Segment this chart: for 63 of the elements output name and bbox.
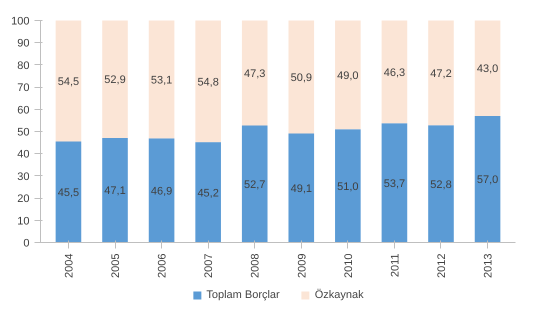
bar bbox=[474, 116, 500, 242]
data-label: 51,0 bbox=[337, 180, 359, 193]
bar bbox=[288, 20, 314, 134]
y-tick-label: 100 bbox=[11, 16, 30, 28]
data-label: 50,9 bbox=[290, 72, 312, 84]
data-label: 49,0 bbox=[337, 70, 359, 82]
y-tick-label: 10 bbox=[17, 215, 30, 228]
bar bbox=[428, 20, 454, 126]
data-label: 47,1 bbox=[104, 185, 126, 198]
data-label: 46,9 bbox=[150, 185, 172, 198]
bar bbox=[56, 20, 82, 142]
bar bbox=[102, 138, 128, 242]
x-tick-label: 2006 bbox=[156, 253, 169, 278]
x-tick-label: 2013 bbox=[482, 253, 495, 278]
x-tick-label: 2011 bbox=[389, 254, 402, 278]
bar bbox=[195, 142, 221, 242]
y-tick-label: 90 bbox=[17, 38, 30, 50]
data-label: 54,8 bbox=[197, 76, 219, 88]
bar bbox=[288, 134, 314, 242]
data-label: 53,7 bbox=[384, 178, 406, 190]
data-label: 47,2 bbox=[430, 68, 452, 80]
bar bbox=[195, 20, 221, 142]
data-label: 47,3 bbox=[244, 68, 266, 80]
x-tick-label: 2012 bbox=[436, 253, 448, 278]
y-tick-label: 70 bbox=[17, 82, 30, 94]
x-tick-label: 2004 bbox=[63, 253, 76, 278]
bar bbox=[335, 20, 361, 130]
data-label: 46,3 bbox=[384, 66, 406, 79]
data-label: 52,9 bbox=[104, 74, 126, 86]
data-label: 57,0 bbox=[476, 174, 498, 186]
x-tick-label: 2009 bbox=[296, 253, 308, 278]
x-tick-label: 2010 bbox=[342, 253, 355, 278]
data-label: 52,8 bbox=[430, 178, 452, 191]
legend-label: Toplam Borçlar bbox=[206, 289, 280, 301]
y-tick-label: 0 bbox=[23, 238, 30, 250]
data-label: 54,5 bbox=[58, 76, 80, 88]
data-label: 53,1 bbox=[150, 74, 172, 86]
x-tick-label: 2007 bbox=[203, 253, 216, 278]
bar bbox=[102, 20, 128, 138]
bar bbox=[382, 123, 408, 242]
y-tick-label: 80 bbox=[17, 60, 30, 72]
bar bbox=[242, 126, 268, 242]
data-label: 45,2 bbox=[197, 187, 219, 200]
data-label: 52,7 bbox=[244, 179, 266, 192]
y-tick-label: 30 bbox=[17, 170, 30, 183]
bar bbox=[335, 129, 361, 242]
data-label: 43,0 bbox=[476, 63, 498, 76]
y-tick-label: 50 bbox=[17, 126, 30, 138]
bar bbox=[148, 138, 174, 242]
x-tick-label: 2008 bbox=[250, 253, 262, 278]
x-tick-label: 2005 bbox=[110, 253, 122, 278]
y-tick-label: 60 bbox=[17, 104, 30, 116]
y-tick-label: 20 bbox=[17, 193, 30, 206]
data-label: 49,1 bbox=[290, 183, 312, 195]
y-tick-label: 40 bbox=[17, 148, 30, 161]
legend-label: Özkaynak bbox=[314, 289, 364, 301]
data-label: 45,5 bbox=[58, 186, 80, 199]
bar bbox=[242, 20, 268, 126]
bar bbox=[148, 20, 174, 138]
bar bbox=[474, 20, 500, 116]
bar bbox=[428, 125, 454, 242]
bar bbox=[56, 141, 82, 242]
bar bbox=[382, 20, 408, 124]
